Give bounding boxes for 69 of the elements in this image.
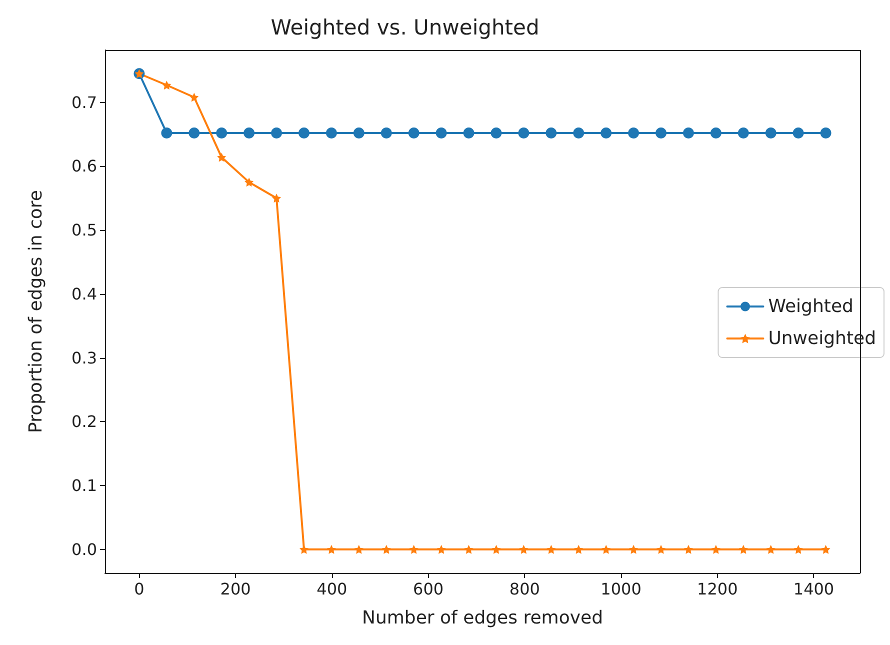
x-tick-label: 1400 bbox=[793, 580, 834, 598]
point bbox=[711, 544, 720, 554]
point bbox=[656, 128, 667, 139]
y-tick-label: 0.0 bbox=[72, 540, 97, 559]
point bbox=[710, 128, 722, 139]
legend-label: Weighted bbox=[768, 296, 854, 317]
point bbox=[463, 128, 474, 139]
point bbox=[546, 128, 557, 139]
x-tick-label: 400 bbox=[316, 580, 348, 598]
point bbox=[244, 128, 255, 139]
y-tick-label: 0.3 bbox=[72, 348, 97, 368]
point bbox=[380, 128, 392, 139]
point bbox=[409, 544, 418, 554]
point bbox=[190, 92, 199, 102]
point bbox=[162, 80, 172, 90]
point bbox=[738, 544, 748, 554]
x-tick-label: 1000 bbox=[600, 580, 642, 598]
point bbox=[792, 128, 804, 139]
point bbox=[353, 128, 364, 139]
point bbox=[766, 544, 776, 554]
point bbox=[271, 128, 282, 139]
y-tick-label: 0.7 bbox=[72, 92, 97, 112]
point bbox=[821, 544, 830, 554]
point bbox=[298, 128, 310, 139]
point bbox=[629, 544, 638, 554]
point bbox=[492, 544, 501, 554]
point bbox=[519, 544, 528, 554]
x-tick-label: 1200 bbox=[697, 580, 738, 598]
x-tick-label: 600 bbox=[413, 580, 444, 598]
point bbox=[326, 128, 337, 139]
point bbox=[464, 544, 474, 554]
point bbox=[656, 544, 666, 554]
point bbox=[216, 128, 228, 139]
point bbox=[161, 128, 172, 139]
point bbox=[326, 544, 336, 554]
point bbox=[573, 128, 584, 139]
point bbox=[354, 544, 364, 554]
point bbox=[408, 128, 420, 139]
point bbox=[765, 128, 776, 139]
point bbox=[738, 128, 749, 139]
y-tick-label: 0.2 bbox=[72, 412, 97, 432]
point bbox=[574, 544, 584, 554]
x-tick-label: 0 bbox=[134, 580, 144, 598]
x-axis-title: Number of edges removed bbox=[362, 608, 603, 628]
point bbox=[382, 544, 391, 554]
point bbox=[518, 128, 530, 139]
y-axis-title: Proportion of edges in core bbox=[26, 190, 46, 433]
point bbox=[682, 128, 694, 139]
point bbox=[600, 128, 612, 139]
y-tick-label: 0.6 bbox=[72, 156, 97, 176]
x-tick-label: 200 bbox=[220, 580, 251, 598]
y-tick-label: 0.1 bbox=[72, 476, 97, 496]
point bbox=[628, 128, 640, 139]
point bbox=[244, 178, 254, 187]
y-tick-label: 0.4 bbox=[72, 284, 97, 304]
point bbox=[217, 152, 226, 162]
point bbox=[684, 544, 693, 554]
point bbox=[188, 128, 200, 139]
chart-title: Weighted vs. Unweighted bbox=[270, 16, 540, 40]
y-tick-label: 0.5 bbox=[72, 220, 97, 240]
point bbox=[820, 128, 832, 139]
point bbox=[272, 194, 282, 203]
point bbox=[794, 544, 803, 554]
point bbox=[436, 544, 446, 554]
point bbox=[546, 544, 556, 554]
point bbox=[436, 128, 447, 139]
point bbox=[490, 128, 502, 139]
x-tick-label: 800 bbox=[509, 580, 540, 598]
point bbox=[602, 544, 611, 554]
